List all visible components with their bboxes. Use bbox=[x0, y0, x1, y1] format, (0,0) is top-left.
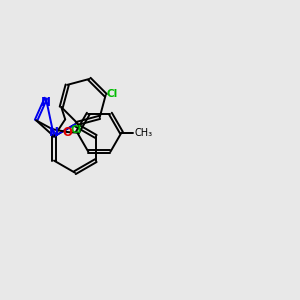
Text: Cl: Cl bbox=[70, 124, 82, 135]
Text: Cl: Cl bbox=[106, 88, 118, 98]
Text: N: N bbox=[49, 126, 59, 140]
Text: N: N bbox=[41, 96, 51, 109]
Text: O: O bbox=[63, 126, 73, 139]
Text: CH₃: CH₃ bbox=[134, 128, 152, 138]
